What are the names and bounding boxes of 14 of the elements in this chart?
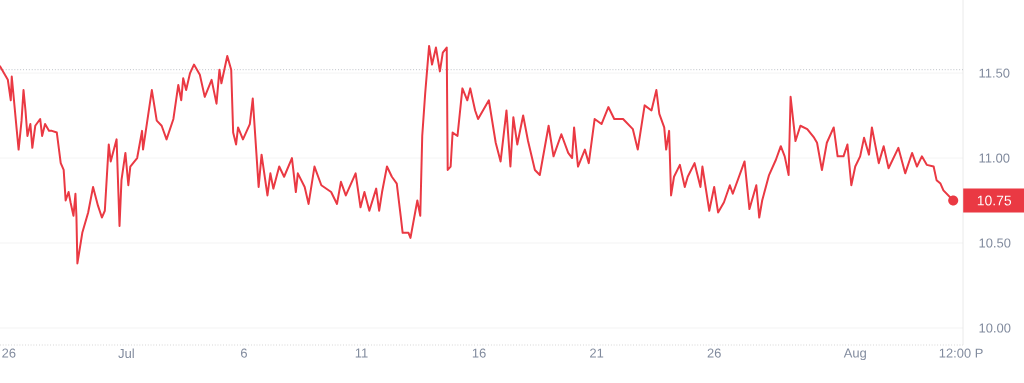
x-tick-label: 12:00 P xyxy=(939,348,983,358)
x-tick-label: 21 xyxy=(590,348,604,358)
y-tick-label: 10.50 xyxy=(979,238,1011,248)
x-tick-label: 11 xyxy=(355,348,368,358)
annotation: 10.75 xyxy=(977,195,1012,206)
y-tick-label: 11.00 xyxy=(979,153,1010,163)
x-tick-label: 26 xyxy=(2,348,16,358)
x-tick-label: 26 xyxy=(707,348,721,358)
y-tick-label: 11.50 xyxy=(979,68,1010,78)
x-tick-label: 16 xyxy=(472,348,486,358)
x-tick-label: Aug xyxy=(843,348,866,361)
x-tick-label: 6 xyxy=(240,348,247,358)
x-tick-label: Jul xyxy=(118,348,134,359)
y-tick-label: 10.00 xyxy=(979,323,1011,333)
